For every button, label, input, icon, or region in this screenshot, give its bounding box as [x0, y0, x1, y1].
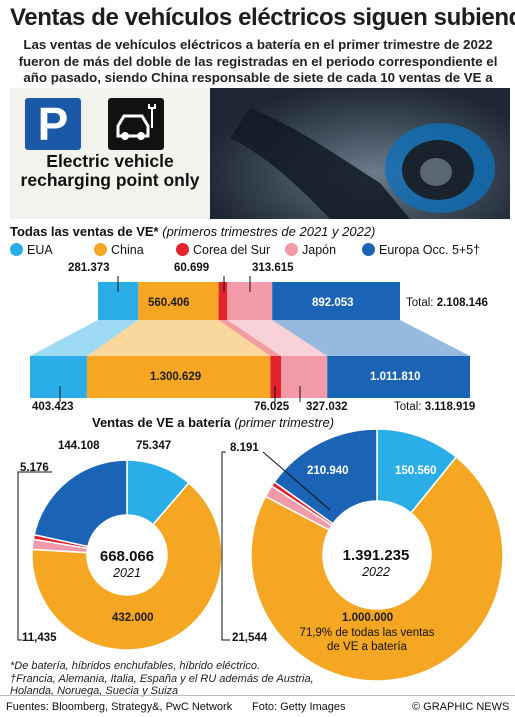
- bar-connector-eua: [30, 320, 139, 356]
- legend-item-europa: Europa Occ. 5+5†: [362, 243, 480, 257]
- bar-label-2022-china: 1.300.629: [150, 371, 202, 383]
- donut-2022-slice-europa-occ-5-5: [273, 428, 378, 525]
- donut-2021-slice-europa-occ-5-5: [33, 459, 128, 548]
- bar-label-2022-corea: 76.025: [254, 401, 290, 413]
- donut-2022-center-value: 1.391.235: [342, 547, 410, 564]
- leader-donut-2022-corea: [262, 451, 331, 511]
- donut-2021-center-year: 2021: [113, 566, 141, 580]
- bar-label-2021-europa: 892.053: [312, 297, 354, 309]
- bar-label-2021-china: 560.406: [148, 297, 190, 309]
- bar-connector-jap-n: [227, 320, 328, 356]
- ev-charging-car-icon: [108, 98, 164, 150]
- footer: Fuentes: Bloomberg, Strategy&, PwC Netwo…: [0, 695, 515, 717]
- legend: EUA China Corea del Sur Japón Europa Occ…: [10, 243, 510, 261]
- bar-2021-corea-del-sur: [218, 282, 228, 320]
- bar-label-2022-japon: 327.032: [306, 401, 348, 413]
- donut-2022-center-year: 2022: [362, 565, 390, 579]
- bar-label-2022-europa: 1.011.810: [370, 371, 421, 383]
- bar-2022-europa-occ-5-5: [327, 356, 470, 398]
- donut-2022-annotation: 71,9% de todas las ventas de VE a baterí…: [299, 627, 435, 653]
- bar-2022-corea-del-sur: [270, 356, 282, 398]
- bar-label-2022-eua: 403.423: [32, 401, 74, 413]
- bar-label-2021-japon: 313.615: [252, 262, 294, 274]
- donut-2021-label-japon: 11,435: [22, 632, 57, 644]
- bar-connector-corea-del-sur: [218, 320, 282, 356]
- leader-donut-2022-small: [221, 451, 230, 641]
- donut-2021-label-corea: 5.176: [20, 462, 49, 474]
- donut-2021-center-value: 668.066: [99, 548, 155, 565]
- leader-donut-2021-small: [17, 471, 52, 641]
- bar-2022-eua: [30, 356, 87, 398]
- bar-2021-europa-occ-5-5: [272, 282, 400, 320]
- bar-total-2021: Total: 2.108.146: [406, 297, 488, 309]
- bar-connector-europa-occ-5-5: [272, 320, 470, 356]
- footer-photo-credit: Foto: Getty Images: [252, 701, 346, 713]
- donut-2022-label-japon: 21,544: [232, 632, 268, 644]
- donut-2022-label-europa: 210.940: [307, 465, 349, 477]
- ev-sign: P Electric vehicle recharging point only: [10, 88, 210, 219]
- subtitle: Las ventas de vehículos eléctricos a bat…: [18, 37, 498, 102]
- donut-2022-label-china: 1.000.000: [342, 612, 394, 624]
- legend-item-china: China: [94, 243, 144, 257]
- sign-text: Electric vehicle recharging point only: [20, 151, 200, 190]
- section-battery-title: Ventas de VE a batería (primer trimestre…: [92, 415, 335, 430]
- donut-2022-slice-china: [250, 455, 504, 682]
- bar-total-2022: Total: 3.118.919: [394, 401, 476, 413]
- bar-2022-china: [86, 356, 271, 398]
- footnote-dagger: †Francia, Alemania, Italia, España y el …: [10, 672, 314, 698]
- donut-2021-label-europa: 144.108: [58, 440, 100, 452]
- page-title: Ventas de vehículos eléctricos siguen su…: [10, 4, 515, 31]
- legend-item-corea: Corea del Sur: [176, 243, 270, 257]
- parking-sign-icon: P: [25, 98, 81, 150]
- header-photo: P Electric vehicle recharging point only: [10, 88, 510, 219]
- bar-2021-china: [138, 282, 219, 320]
- bar-label-2021-corea: 60.699: [174, 262, 210, 274]
- section-total-title: Todas las ventas de VE* (primeros trimes…: [10, 224, 376, 239]
- donut-2022-label-eua: 150.560: [395, 465, 437, 477]
- donut-2022-label-corea: 8.191: [230, 442, 259, 454]
- footer-credit: © GRAPHIC NEWS: [412, 701, 510, 713]
- footnote-star: *De batería, híbridos enchufables, híbri…: [10, 660, 261, 672]
- bar-2022-jap-n: [281, 356, 328, 398]
- donut-2021-slice-china: [31, 481, 223, 651]
- charging-plug-photo: [210, 88, 510, 219]
- legend-item-japon: Japón: [285, 243, 336, 257]
- donut-2021-label-china: 432.000: [112, 612, 154, 624]
- bar-connector-china: [86, 320, 271, 356]
- footer-sources: Fuentes: Bloomberg, Strategy&, PwC Netwo…: [6, 701, 233, 713]
- donut-2021-label-eua: 75.347: [136, 440, 172, 452]
- footnotes: *De batería, híbridos enchufables, híbri…: [10, 660, 330, 698]
- legend-item-eua: EUA: [10, 243, 53, 257]
- bar-label-2021-eua: 281.373: [68, 262, 110, 274]
